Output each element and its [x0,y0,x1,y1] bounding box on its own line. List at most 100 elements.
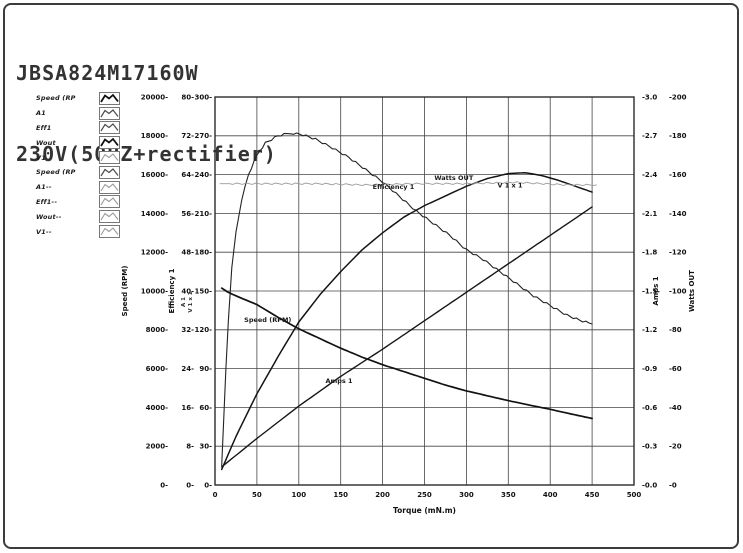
speed-axis-tick: 6000- [146,365,168,373]
volts-axis-tick: 0- [204,481,212,489]
curve-v1 [219,181,597,187]
test-voltage: 230V(50HZ+rectifier) [16,142,277,166]
volts-axis-tick: 90- [199,365,212,373]
efficiency-axis-tick: 64- [181,171,194,179]
efficiency-axis-tick: 48- [181,249,194,257]
legend-item-v1[interactable]: V1-- [36,224,120,239]
legend-item-speedrp[interactable]: Speed (RP [36,165,120,180]
watts-axis-tick: -100 [669,287,687,295]
legend-curve-thumbnail-icon[interactable] [99,195,120,209]
legend-item-label: Eff1 [36,123,52,132]
legend-item-a1[interactable]: A1 [36,106,120,121]
amps-axis-tick: -1.8 [642,249,657,257]
amps-axis-tick: -0.6 [642,404,657,412]
amps-axis-tick: -0.9 [642,365,657,373]
legend-item-label: V1-- [36,227,52,236]
legend-item-label: A1-- [36,183,52,192]
torque-axis-tick: 50 [252,491,262,499]
curve-amps1 [220,206,593,468]
volts-axis-tick: 30- [199,443,212,451]
curve-efficiency1 [221,132,593,467]
watts-axis-tick: -200 [669,93,687,101]
curve-label-wattsout: Watts OUT [434,174,473,182]
curve-label-amps1: Amps 1 [325,377,353,385]
watts-axis-tick: -180 [669,132,687,140]
curve-legend: Speed (RP A1 Eff1 Wout V1 Speed (RP A1-- Eff1--… [36,91,120,239]
torque-axis-tick: 300 [459,491,474,499]
speed-axis-tick: 20000- [141,93,168,101]
performance-chart: 20000-18000-16000-14000-12000-10000-8000… [121,93,696,515]
page-border [3,3,739,549]
volts-axis-tick: 300- [194,93,212,101]
torque-axis-tick: 400 [543,491,558,499]
volts-axis-tick: 150- [194,287,212,295]
speed-axis-tick: 0- [160,481,168,489]
efficiency-axis-tick: 72- [181,132,194,140]
curve-speedrpm [220,287,593,420]
legend-item-wout[interactable]: Wout-- [36,209,120,224]
left-scale-note-a1: A 1 [181,297,187,307]
legend-item-label: Speed (RP [36,168,76,177]
volts-axis-tick: 120- [194,326,212,334]
volts-axis-tick: 240- [194,171,212,179]
legend-item-speedrp[interactable]: Speed (RP [36,91,120,106]
legend-curve-thumbnail-icon[interactable] [99,210,120,224]
speed-axis-tick: 14000- [141,210,168,218]
amps-axis-tick: -0.3 [642,443,657,451]
speed-axis-tick: 8000- [146,326,168,334]
efficiency-axis-tick: 32- [181,326,194,334]
torque-axis-tick: 250 [417,491,432,499]
legend-curve-thumbnail-icon[interactable] [99,225,120,239]
watts-axis-tick: -80 [669,326,682,334]
amps-axis-title: Amps 1 [652,276,660,305]
efficiency-axis-title: Efficiency 1 [168,268,176,313]
amps-axis-tick: -1.5 [642,287,657,295]
legend-item-label: Wout [36,138,56,147]
watts-axis-tick: -20 [669,443,682,451]
legend-item-label: Speed (RP [36,94,76,103]
legend-item-label: Eff1-- [36,197,58,206]
amps-axis-tick: -2.4 [642,171,657,179]
legend-curve-thumbnail-icon[interactable] [99,151,120,165]
curve-label-speedrpm: Speed (RPM) [244,316,291,324]
amps-axis-tick: -1.2 [642,326,657,334]
torque-axis-tick: 0 [213,491,218,499]
amps-axis-tick: -2.1 [642,210,657,218]
legend-curve-thumbnail-icon[interactable] [99,106,120,120]
model-number: JBSA824M17160W [16,61,199,85]
watts-axis-tick: -60 [669,365,682,373]
volts-axis-tick: 210- [194,210,212,218]
watts-axis-tick: -140 [669,210,687,218]
torque-axis-tick: 350 [501,491,516,499]
legend-item-a1[interactable]: A1-- [36,180,120,195]
legend-item-wout[interactable]: Wout [36,135,120,150]
volts-axis-tick: 60- [199,404,212,412]
legend-curve-thumbnail-icon[interactable] [99,165,120,179]
legend-item-eff1[interactable]: Eff1 [36,121,120,136]
watts-axis-tick: -120 [669,249,687,257]
speed-axis-tick: 2000- [146,443,168,451]
amps-axis-tick: -2.7 [642,132,657,140]
legend-curve-thumbnail-icon[interactable] [99,180,120,194]
torque-axis-tick: 200 [375,491,390,499]
torque-axis-title: Torque (mN.m) [393,506,456,515]
efficiency-axis-tick: 56- [181,210,194,218]
legend-curve-thumbnail-icon[interactable] [99,91,120,105]
volts-axis-tick: 180- [194,249,212,257]
legend-curve-thumbnail-icon[interactable] [99,136,120,150]
torque-axis-tick: 450 [585,491,600,499]
efficiency-axis-tick: 8- [186,443,194,451]
legend-item-eff1[interactable]: Eff1-- [36,195,120,210]
curve-label-efficiency1: Efficiency 1 [373,183,415,191]
watts-axis-tick: -0 [669,481,677,489]
legend-curve-thumbnail-icon[interactable] [99,121,120,135]
curve-label-v1x1: V 1 x 1 [497,182,523,190]
speed-axis-tick: 12000- [141,249,168,257]
legend-item-v1[interactable]: V1 [36,150,120,165]
efficiency-axis-tick: 24- [181,365,194,373]
plot-border [214,96,635,486]
left-scale-note-v1: V 1 x 1 [188,291,194,312]
torque-axis-tick: 500 [627,491,642,499]
page-title: JBSA824M17160W 230V(50HZ+rectifier) [16,6,277,222]
speed-axis-tick: 16000- [141,171,168,179]
